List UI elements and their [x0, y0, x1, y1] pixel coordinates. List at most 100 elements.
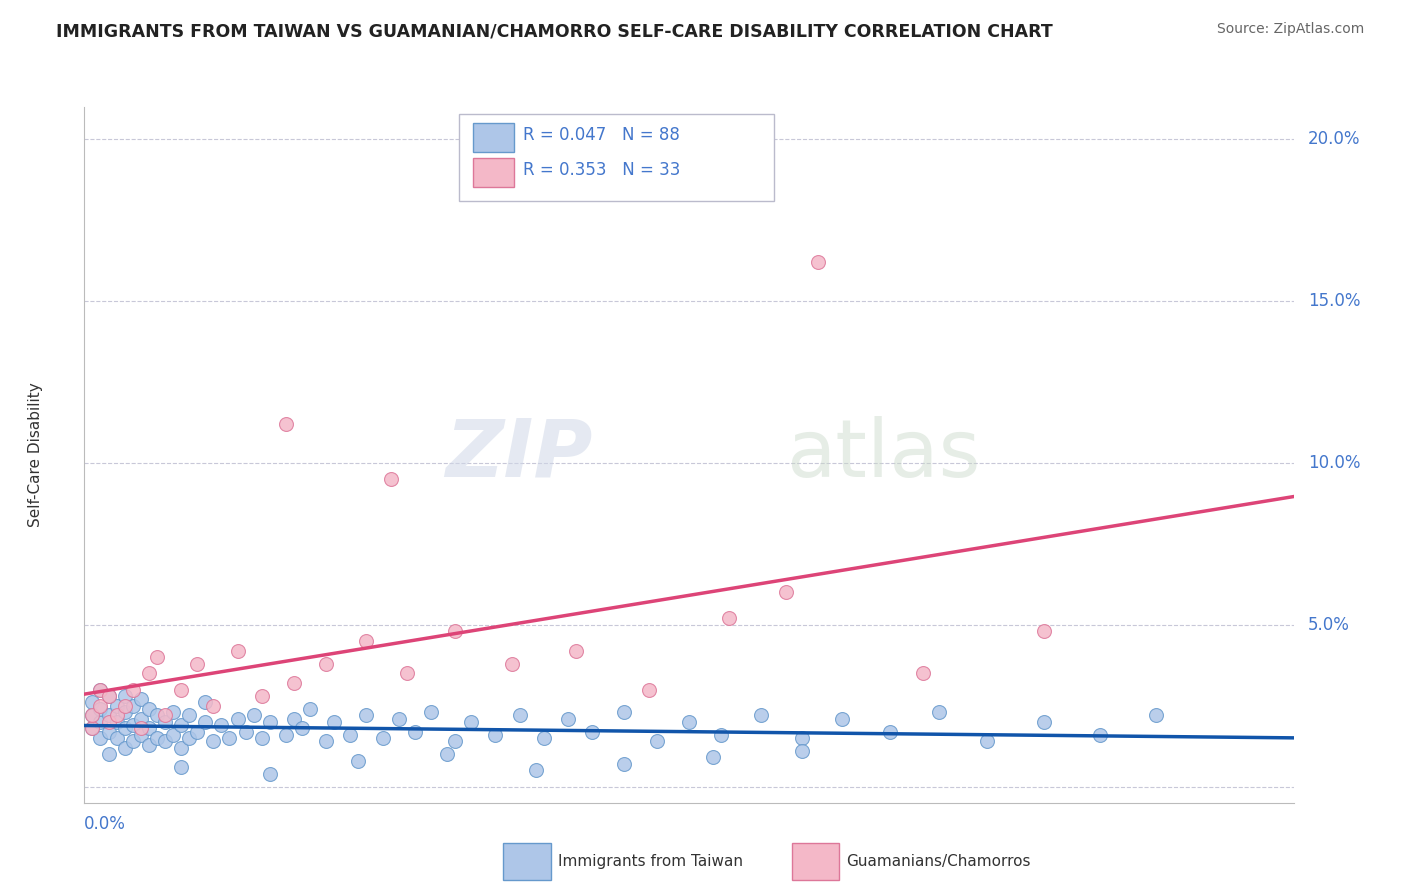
Point	[146, 731, 169, 745]
Point	[637, 682, 659, 697]
Point	[162, 728, 184, 742]
Text: Immigrants from Taiwan: Immigrants from Taiwan	[558, 855, 744, 869]
Point	[97, 689, 120, 703]
Point	[82, 708, 104, 723]
Point	[138, 666, 160, 681]
Point	[153, 714, 176, 729]
Point	[121, 718, 143, 732]
Point	[339, 728, 361, 742]
Point	[928, 705, 950, 719]
Point	[105, 708, 128, 723]
Point	[146, 650, 169, 665]
Point	[371, 731, 394, 745]
Point	[153, 734, 176, 748]
Point	[710, 728, 733, 742]
Point	[259, 714, 281, 729]
Point	[356, 708, 378, 723]
FancyBboxPatch shape	[460, 114, 773, 201]
Point	[162, 705, 184, 719]
Point	[97, 747, 120, 762]
Point	[97, 689, 120, 703]
Point	[613, 756, 636, 771]
Point	[315, 734, 337, 748]
Point	[380, 472, 402, 486]
Point	[179, 708, 201, 723]
Point	[209, 718, 232, 732]
Point	[82, 708, 104, 723]
Point	[1146, 708, 1168, 723]
Point	[790, 744, 813, 758]
Point	[129, 712, 152, 726]
Point	[879, 724, 901, 739]
Point	[138, 722, 160, 736]
Point	[807, 255, 830, 269]
Point	[186, 657, 208, 671]
Text: 5.0%: 5.0%	[1308, 615, 1350, 634]
Point	[138, 738, 160, 752]
Point	[395, 666, 418, 681]
Point	[645, 734, 668, 748]
Point	[283, 676, 305, 690]
Point	[274, 417, 297, 432]
Text: 15.0%: 15.0%	[1308, 293, 1361, 310]
Point	[524, 764, 547, 778]
Point	[179, 731, 201, 745]
Point	[89, 682, 111, 697]
Point	[347, 754, 370, 768]
Point	[613, 705, 636, 719]
Point	[202, 698, 225, 713]
Point	[557, 712, 579, 726]
Point	[831, 712, 853, 726]
Point	[250, 731, 273, 745]
Point	[114, 705, 136, 719]
Point	[97, 724, 120, 739]
Point	[138, 702, 160, 716]
Point	[105, 731, 128, 745]
Point	[202, 734, 225, 748]
Point	[274, 728, 297, 742]
FancyBboxPatch shape	[472, 123, 513, 153]
Point	[250, 689, 273, 703]
Point	[121, 734, 143, 748]
Point	[775, 585, 797, 599]
Point	[170, 718, 193, 732]
Point	[129, 722, 152, 736]
Point	[97, 708, 120, 723]
Point	[420, 705, 443, 719]
Point	[114, 689, 136, 703]
Point	[388, 712, 411, 726]
Point	[218, 731, 240, 745]
Point	[678, 714, 700, 729]
Point	[89, 714, 111, 729]
Point	[911, 666, 934, 681]
Text: R = 0.353   N = 33: R = 0.353 N = 33	[523, 161, 681, 178]
Point	[89, 682, 111, 697]
Point	[509, 708, 531, 723]
Point	[356, 634, 378, 648]
Point	[976, 734, 998, 748]
Point	[129, 692, 152, 706]
Text: 10.0%: 10.0%	[1308, 454, 1361, 472]
Point	[114, 698, 136, 713]
Point	[226, 712, 249, 726]
Point	[1032, 714, 1054, 729]
Point	[194, 714, 217, 729]
Point	[299, 702, 322, 716]
Point	[1032, 624, 1054, 639]
Point	[114, 740, 136, 755]
Point	[702, 750, 724, 764]
Point	[404, 724, 426, 739]
Point	[1088, 728, 1111, 742]
Point	[97, 714, 120, 729]
Point	[718, 611, 741, 625]
Point	[129, 728, 152, 742]
Point	[315, 657, 337, 671]
Text: Source: ZipAtlas.com: Source: ZipAtlas.com	[1216, 22, 1364, 37]
Point	[170, 740, 193, 755]
Point	[283, 712, 305, 726]
Point	[484, 728, 506, 742]
Point	[501, 657, 523, 671]
Point	[242, 708, 264, 723]
Point	[751, 708, 773, 723]
Point	[82, 696, 104, 710]
